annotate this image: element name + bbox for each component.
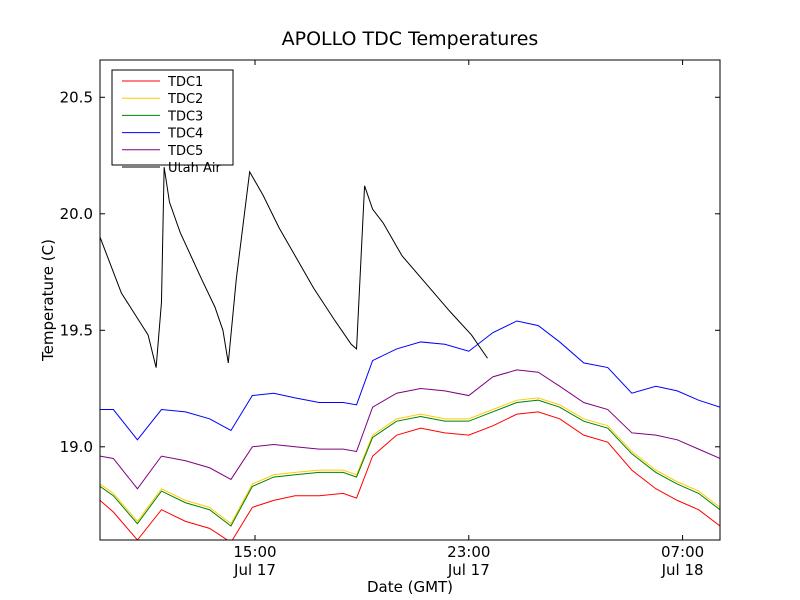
legend-box xyxy=(111,69,234,166)
plot-area xyxy=(100,167,720,540)
legend-label-tdc2: TDC2 xyxy=(167,92,203,107)
series-line-tdc4 xyxy=(100,320,720,441)
series-line-utah-air xyxy=(100,167,488,368)
legend-label-tdc4: TDC4 xyxy=(167,127,203,142)
series-line-tdc3 xyxy=(100,399,720,527)
series-line-tdc5 xyxy=(100,369,720,490)
x-tick-label-time: 07:00 xyxy=(661,543,704,561)
x-tick-label-date: Jul 17 xyxy=(233,561,276,579)
x-tick-label-date: Jul 18 xyxy=(661,561,704,579)
y-axis-label: Temperature (C) xyxy=(39,239,57,362)
y-tick-label: 19.5 xyxy=(60,321,93,339)
series-line-tdc2 xyxy=(100,397,720,525)
legend: TDC1 TDC2 TDC3 TDC4 TDC5 Utah Air xyxy=(111,69,234,176)
x-axis-label: Date (GMT) xyxy=(367,578,453,596)
series-line-tdc1 xyxy=(100,411,720,540)
chart-title: APOLLO TDC Temperatures xyxy=(282,28,539,50)
plot-frame xyxy=(99,59,721,541)
legend-label-tdc1: TDC1 xyxy=(167,75,203,90)
y-tick-label: 19.0 xyxy=(60,438,93,456)
y-tick-label: 20.0 xyxy=(60,205,93,223)
x-tick-label-time: 23:00 xyxy=(447,543,490,561)
y-tick-label: 20.5 xyxy=(60,88,93,106)
legend-label-utah-air: Utah Air xyxy=(168,161,221,176)
legend-label-tdc3: TDC3 xyxy=(167,109,203,124)
legend-label-tdc5: TDC5 xyxy=(167,144,203,159)
x-tick-label-time: 15:00 xyxy=(233,543,276,561)
x-tick-label-date: Jul 17 xyxy=(447,561,490,579)
